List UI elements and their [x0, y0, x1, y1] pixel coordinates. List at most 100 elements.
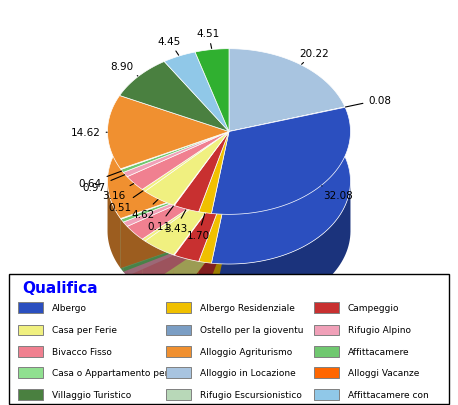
Text: Affittacamere: Affittacamere: [348, 347, 409, 356]
Text: Qualifica: Qualifica: [22, 280, 98, 295]
Polygon shape: [212, 182, 229, 313]
Polygon shape: [127, 182, 229, 276]
Polygon shape: [199, 182, 229, 311]
Text: Alloggio Agriturismo: Alloggio Agriturismo: [200, 347, 292, 356]
Polygon shape: [108, 182, 120, 269]
Polygon shape: [212, 158, 350, 264]
Polygon shape: [164, 102, 229, 182]
Polygon shape: [199, 132, 229, 214]
Polygon shape: [174, 182, 229, 305]
Polygon shape: [174, 182, 229, 305]
Polygon shape: [174, 182, 229, 305]
Text: 1.70: 1.70: [187, 214, 210, 241]
Text: Albergo: Albergo: [52, 303, 87, 312]
Text: 32.08: 32.08: [322, 186, 353, 201]
Polygon shape: [195, 99, 229, 182]
Text: Alloggio in Locazione: Alloggio in Locazione: [200, 369, 295, 377]
FancyBboxPatch shape: [166, 325, 191, 335]
Polygon shape: [127, 182, 229, 276]
FancyBboxPatch shape: [166, 302, 191, 313]
Text: 3.43: 3.43: [164, 211, 187, 234]
Text: Casa o Appartamento per: Casa o Appartamento per: [52, 369, 168, 377]
Polygon shape: [120, 182, 229, 220]
Polygon shape: [212, 183, 350, 314]
Polygon shape: [212, 108, 350, 215]
Polygon shape: [199, 182, 229, 264]
Polygon shape: [108, 96, 229, 169]
FancyBboxPatch shape: [166, 346, 191, 357]
Polygon shape: [120, 112, 229, 182]
FancyBboxPatch shape: [18, 302, 43, 313]
Polygon shape: [212, 182, 229, 313]
Text: 4.45: 4.45: [158, 37, 181, 56]
FancyBboxPatch shape: [18, 325, 43, 335]
Polygon shape: [174, 132, 229, 212]
FancyBboxPatch shape: [314, 389, 339, 400]
Text: Bivacco Fisso: Bivacco Fisso: [52, 347, 112, 356]
Polygon shape: [142, 132, 229, 192]
FancyBboxPatch shape: [314, 346, 339, 357]
Polygon shape: [174, 182, 229, 262]
Polygon shape: [120, 62, 229, 132]
Polygon shape: [174, 132, 229, 206]
FancyBboxPatch shape: [314, 325, 339, 335]
Polygon shape: [174, 182, 229, 305]
Text: 3.16: 3.16: [102, 184, 134, 200]
Polygon shape: [127, 227, 142, 289]
Text: 20.22: 20.22: [299, 49, 329, 65]
Text: 0.97: 0.97: [82, 175, 125, 193]
Polygon shape: [120, 132, 229, 170]
Polygon shape: [145, 132, 229, 206]
FancyBboxPatch shape: [166, 389, 191, 400]
Text: 14.62: 14.62: [71, 128, 107, 138]
FancyBboxPatch shape: [9, 274, 449, 404]
Polygon shape: [121, 182, 229, 269]
Polygon shape: [195, 49, 229, 132]
Polygon shape: [127, 132, 229, 190]
Text: 0.11: 0.11: [147, 207, 174, 231]
Text: Rifugio Alpino: Rifugio Alpino: [348, 326, 411, 335]
Polygon shape: [229, 99, 345, 182]
Polygon shape: [174, 182, 229, 256]
FancyBboxPatch shape: [314, 368, 339, 378]
Polygon shape: [142, 182, 229, 289]
Polygon shape: [108, 146, 229, 219]
Polygon shape: [142, 182, 229, 241]
Polygon shape: [142, 240, 145, 291]
Polygon shape: [123, 132, 229, 177]
Polygon shape: [121, 182, 229, 222]
Polygon shape: [229, 49, 345, 132]
Text: 0.51: 0.51: [108, 191, 143, 212]
Text: 4.51: 4.51: [197, 29, 220, 49]
Polygon shape: [199, 182, 229, 311]
Polygon shape: [123, 182, 229, 227]
Polygon shape: [121, 182, 229, 269]
Polygon shape: [123, 182, 229, 272]
FancyBboxPatch shape: [18, 346, 43, 357]
Polygon shape: [127, 182, 229, 240]
Text: Campeggio: Campeggio: [348, 303, 399, 312]
Text: Rifugio Escursionistico: Rifugio Escursionistico: [200, 390, 302, 399]
Ellipse shape: [108, 99, 350, 264]
Polygon shape: [229, 157, 345, 182]
Text: 8.90: 8.90: [110, 62, 138, 77]
Text: 0.64: 0.64: [78, 172, 122, 188]
FancyBboxPatch shape: [18, 389, 43, 400]
Polygon shape: [120, 182, 229, 269]
Polygon shape: [120, 182, 229, 269]
FancyBboxPatch shape: [314, 302, 339, 313]
Text: Affittacamere con: Affittacamere con: [348, 390, 429, 399]
Text: Albergo Residenziale: Albergo Residenziale: [200, 303, 294, 312]
Polygon shape: [142, 182, 229, 289]
FancyBboxPatch shape: [18, 368, 43, 378]
Polygon shape: [229, 108, 345, 132]
Polygon shape: [174, 256, 199, 311]
Text: Alloggi Vacanze: Alloggi Vacanze: [348, 369, 420, 377]
Text: Ostello per la gioventu: Ostello per la gioventu: [200, 326, 303, 335]
Polygon shape: [145, 241, 174, 305]
Polygon shape: [145, 182, 229, 291]
Text: 4.62: 4.62: [131, 200, 158, 219]
Polygon shape: [199, 262, 212, 313]
Polygon shape: [145, 182, 229, 255]
Polygon shape: [121, 132, 229, 173]
